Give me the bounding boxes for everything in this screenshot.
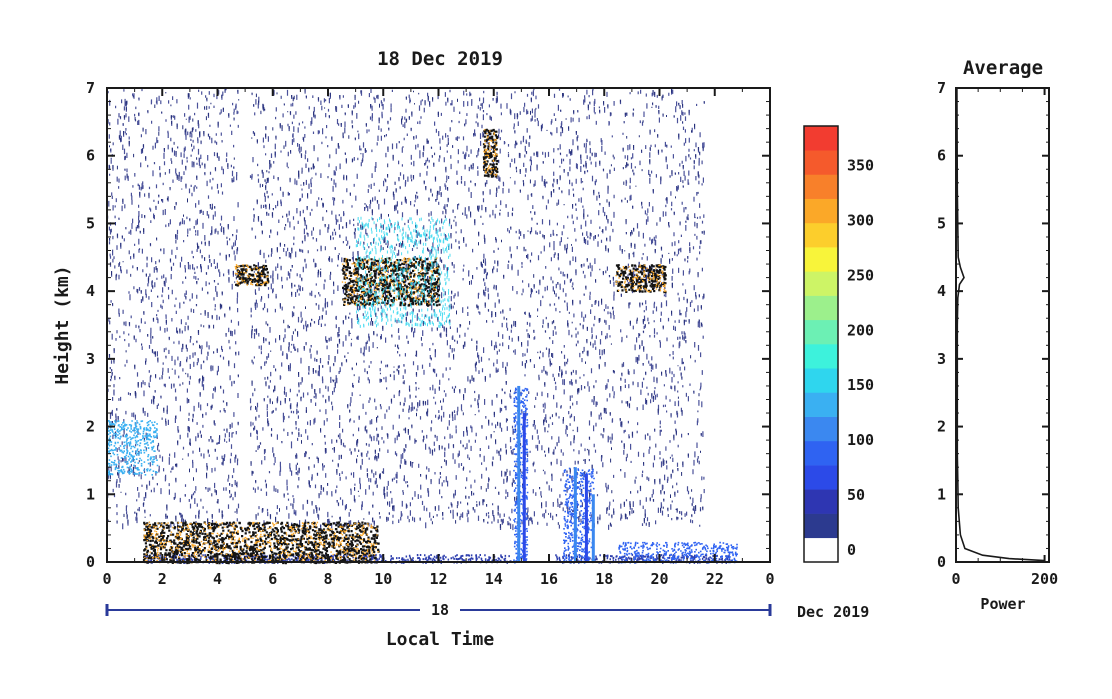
colorbar-segment bbox=[804, 489, 838, 514]
colorbar-segment bbox=[804, 344, 838, 369]
side-y-tick-label: 6 bbox=[937, 147, 946, 165]
precip-streak-0 bbox=[517, 385, 521, 562]
main-y-tick-label: 5 bbox=[86, 214, 95, 232]
precip-streak-3 bbox=[584, 473, 588, 562]
colorbar-segment bbox=[804, 222, 838, 248]
main-y-axis: 0 1 2 3 4 5 6 7 bbox=[86, 79, 770, 571]
colorbar-segment bbox=[804, 440, 838, 466]
date-bar-gap bbox=[420, 601, 460, 619]
side-y-tick-label: 5 bbox=[937, 214, 946, 232]
precip-streak-2 bbox=[573, 467, 577, 562]
main-x-tick-label: 16 bbox=[540, 570, 558, 588]
echo-feature-5 bbox=[563, 467, 595, 564]
side-y-tick-label: 0 bbox=[937, 553, 946, 571]
main-x-tick-label: 22 bbox=[706, 570, 724, 588]
main-x-tick-label: 14 bbox=[485, 570, 503, 588]
colorbar-tick-label: 300 bbox=[847, 211, 874, 229]
main-x-axis-label: Local Time bbox=[386, 629, 495, 650]
main-y-tick-label: 7 bbox=[86, 79, 95, 97]
echo-feature-7 bbox=[142, 521, 380, 565]
colorbar-frame bbox=[803, 125, 839, 563]
main-title: 18 Dec 2019 bbox=[377, 48, 503, 70]
echo-feature-core-3 bbox=[483, 129, 498, 177]
main-y-tick-label: 6 bbox=[86, 147, 95, 165]
side-plot-frame bbox=[955, 87, 1050, 563]
side-x-tick-label: 200 bbox=[1031, 570, 1058, 588]
main-x-tick-label: 0 bbox=[765, 570, 774, 588]
main-x-tick-label: 8 bbox=[323, 570, 332, 588]
precip-streak-1 bbox=[522, 413, 526, 562]
echo-feature-0 bbox=[107, 420, 159, 476]
colorbar-tick-label: 250 bbox=[847, 266, 874, 284]
colorbar-segment bbox=[804, 465, 838, 490]
side-y-tick-label: 4 bbox=[937, 282, 946, 300]
cloud-halo bbox=[355, 216, 451, 328]
side-x-axis-label: Power bbox=[980, 595, 1025, 613]
side-y-tick-label: 3 bbox=[937, 350, 946, 368]
main-x-tick-label: 18 bbox=[595, 570, 613, 588]
side-y-axis: 0 1 2 3 4 5 6 7 bbox=[937, 79, 1049, 571]
date-day-label: 18 bbox=[431, 601, 449, 619]
average-power-profile bbox=[956, 87, 1045, 562]
heatmap-area bbox=[107, 88, 738, 565]
date-suffix-label: Dec 2019 bbox=[797, 603, 869, 621]
main-y-tick-label: 0 bbox=[86, 553, 95, 571]
echo-feature-core-2 bbox=[341, 257, 440, 306]
colorbar-segment bbox=[804, 174, 838, 199]
main-y-tick-label: 1 bbox=[86, 485, 95, 503]
echo-feature-core-1 bbox=[234, 264, 269, 286]
colorbar-segment bbox=[804, 271, 838, 296]
main-y-axis-label: Height (km) bbox=[52, 265, 73, 384]
colorbar-segment bbox=[804, 416, 838, 442]
colorbar-segment bbox=[804, 319, 838, 345]
main-x-tick-label: 12 bbox=[429, 570, 447, 588]
date-bar: 18 bbox=[105, 601, 772, 619]
precip-streak-4 bbox=[591, 494, 595, 562]
colorbar-tick-label: 200 bbox=[847, 321, 874, 339]
side-y-tick-label: 1 bbox=[937, 485, 946, 503]
side-x-axis: 0 200 bbox=[951, 88, 1058, 588]
colorbar-segment bbox=[804, 513, 838, 539]
side-y-tick-label: 7 bbox=[937, 79, 946, 97]
side-y-tick-label: 2 bbox=[937, 418, 946, 436]
main-x-tick-label: 4 bbox=[213, 570, 222, 588]
colorbar-segment bbox=[804, 392, 838, 417]
side-x-tick-label: 0 bbox=[951, 570, 960, 588]
colorbar-tick-label: 100 bbox=[847, 431, 874, 449]
colorbar-segment bbox=[804, 537, 838, 563]
main-x-tick-label: 10 bbox=[374, 570, 392, 588]
colorbar-segment bbox=[804, 295, 838, 321]
main-x-tick-label: 0 bbox=[102, 570, 111, 588]
colorbar bbox=[803, 125, 839, 563]
colorbar-segment bbox=[804, 198, 838, 224]
echo-feature-core-7 bbox=[143, 521, 379, 564]
main-x-tick-label: 2 bbox=[158, 570, 167, 588]
side-title: Average bbox=[963, 57, 1043, 79]
main-x-tick-label: 20 bbox=[650, 570, 668, 588]
main-y-tick-label: 3 bbox=[86, 350, 95, 368]
main-x-axis: 0 2 4 6 8 10 12 14 16 18 20 22 0 bbox=[102, 88, 775, 588]
echo-feature-6 bbox=[615, 264, 667, 294]
main-y-tick-label: 2 bbox=[86, 418, 95, 436]
colorbar-tick-label: 50 bbox=[847, 486, 865, 504]
colorbar-tick-label: 150 bbox=[847, 376, 874, 394]
background-speckle bbox=[107, 88, 705, 531]
colorbar-segment bbox=[804, 368, 838, 393]
main-x-tick-label: 6 bbox=[268, 570, 277, 588]
main-y-tick-label: 4 bbox=[86, 282, 95, 300]
colorbar-segment bbox=[804, 247, 838, 272]
colorbar-segment bbox=[804, 126, 838, 151]
colorbar-segment bbox=[804, 150, 838, 175]
colorbar-tick-label: 350 bbox=[847, 157, 874, 175]
colorbar-ticks: 0 50 100 150 200 250 300 350 bbox=[847, 157, 874, 559]
colorbar-tick-label: 0 bbox=[847, 541, 856, 559]
